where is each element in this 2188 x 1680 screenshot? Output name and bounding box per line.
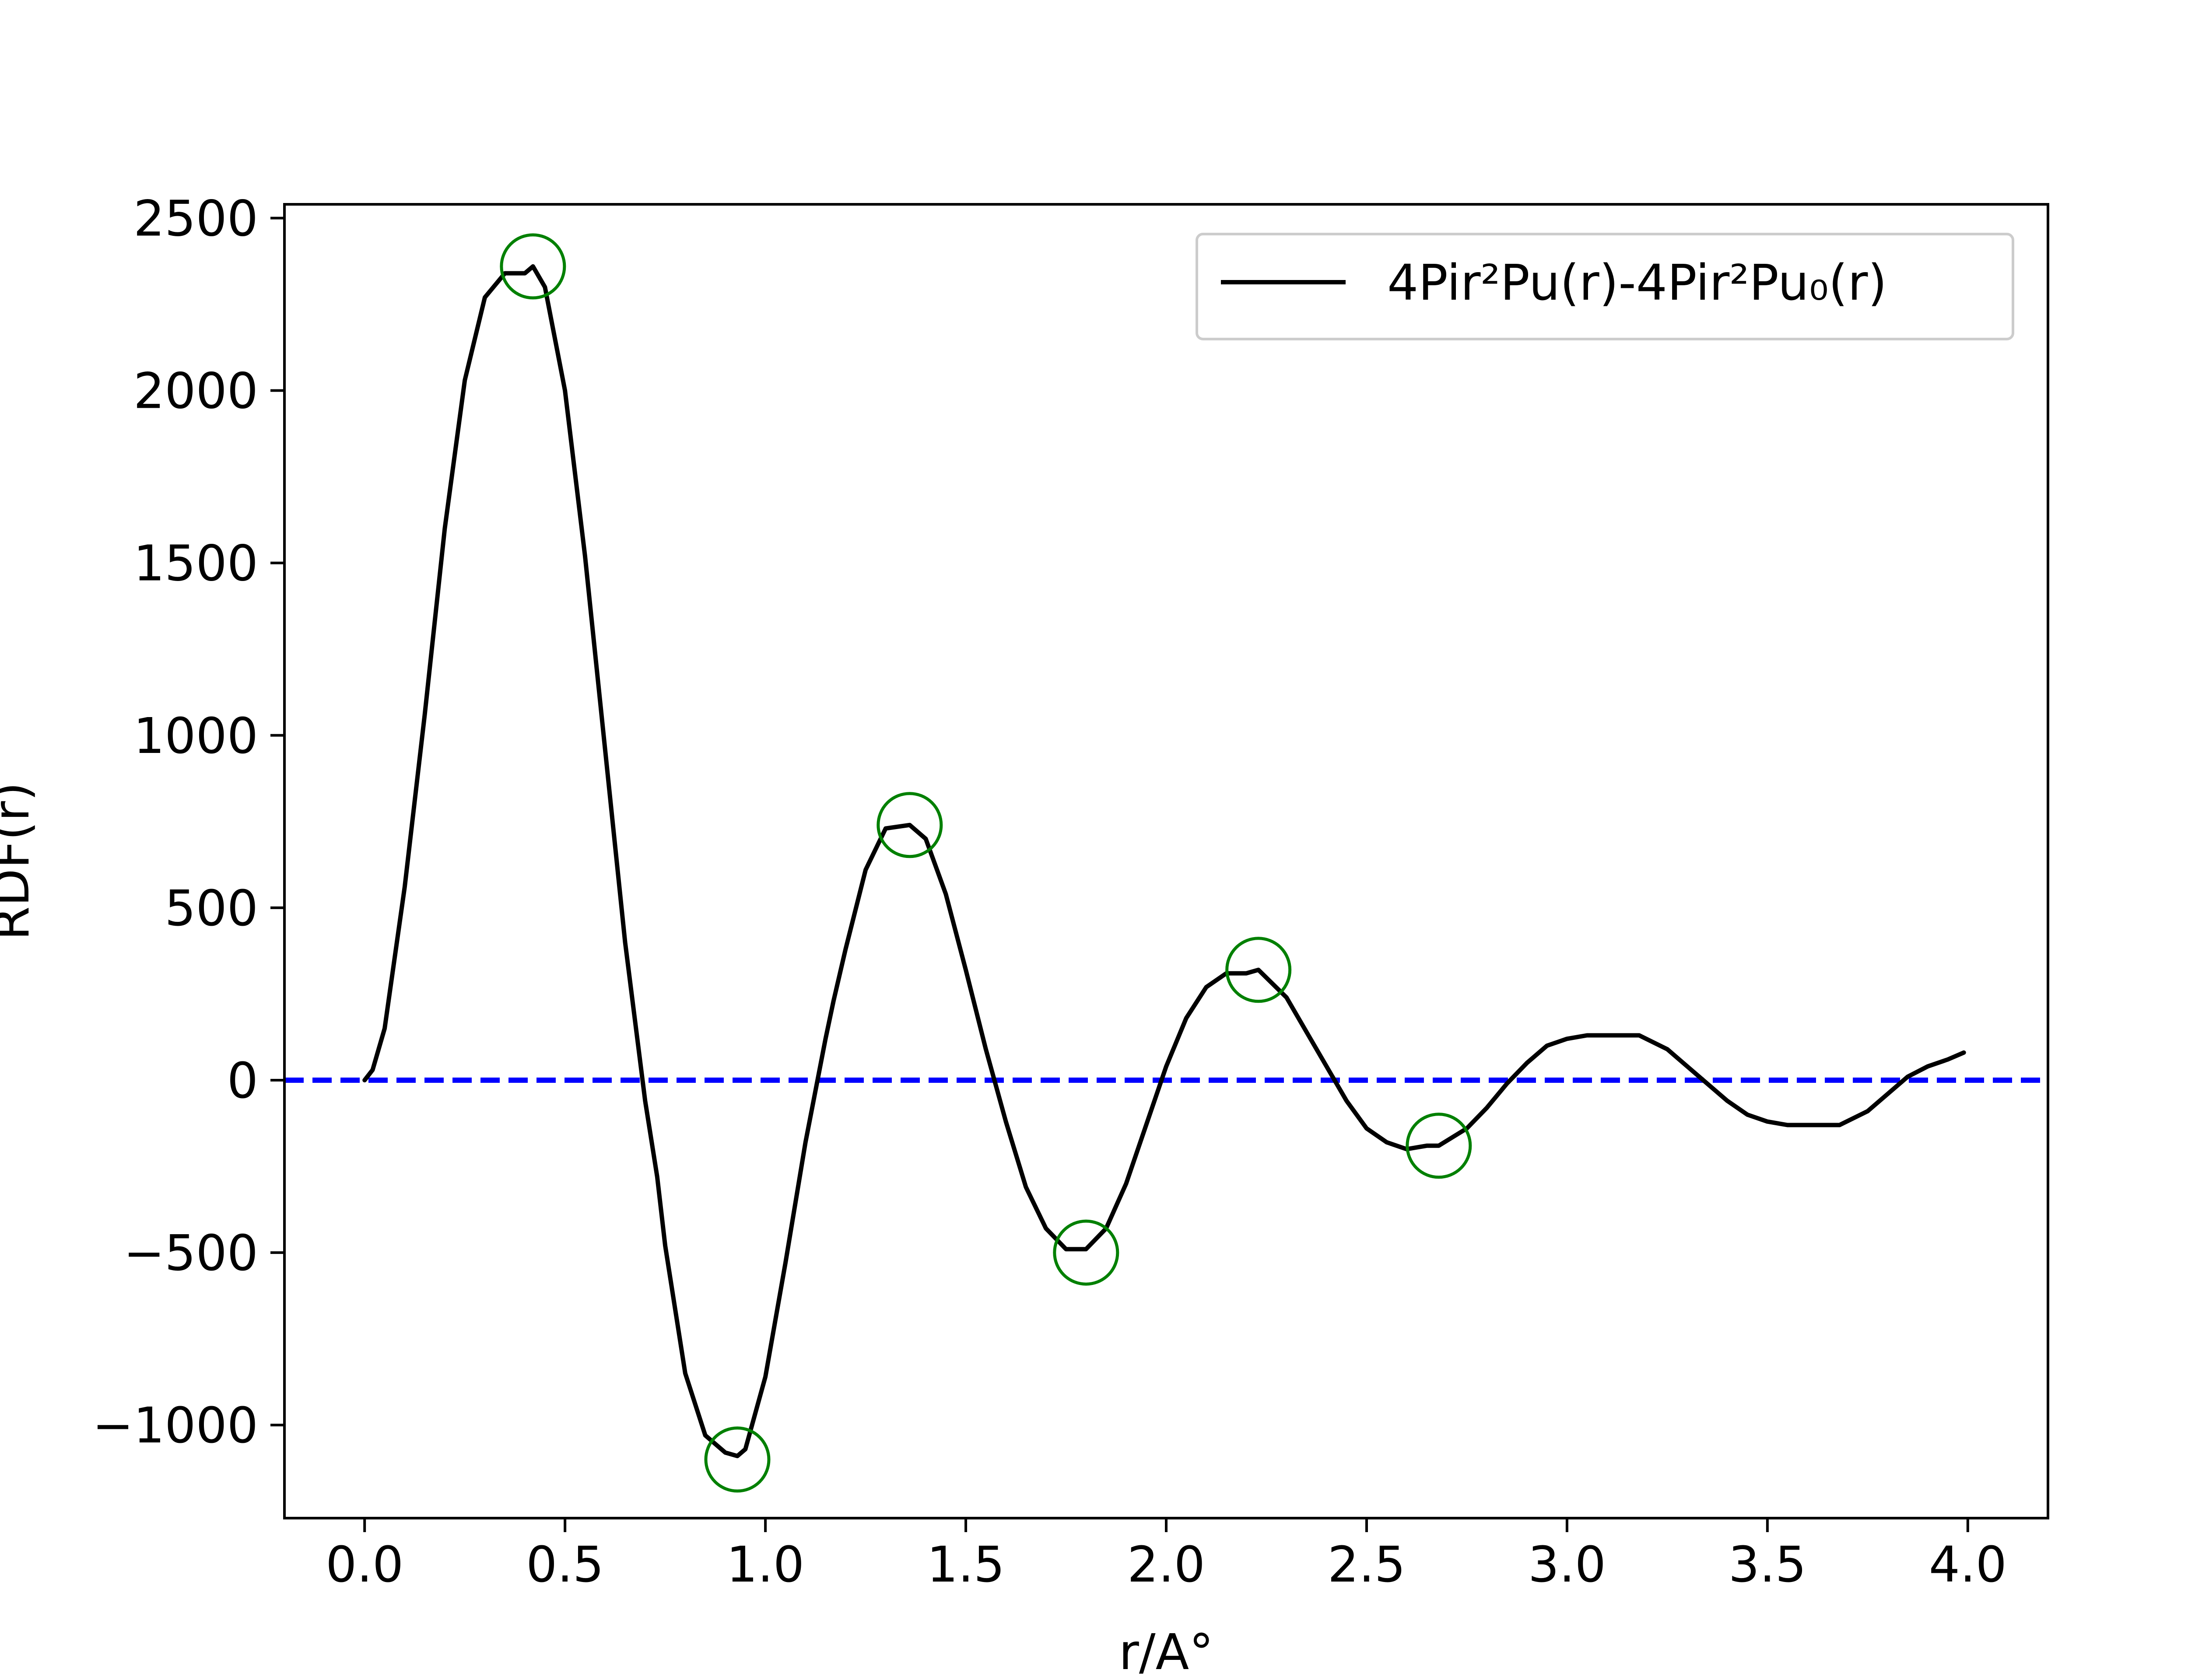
y-tick-label: 1000 (133, 708, 258, 765)
x-axis: 0.0 0.5 1.0 1.5 2.0 2.5 3.0 3.5 4.0 (326, 1518, 2007, 1593)
y-tick-label: 1500 (133, 536, 258, 592)
legend-box (1196, 233, 2014, 340)
series-line-0 (362, 264, 1966, 1459)
x-axis-label: r/A° (1119, 1624, 1213, 1680)
extremum-marker-0 (500, 233, 566, 300)
extremum-marker-5 (1406, 1113, 1472, 1179)
extremum-marker-3 (1053, 1219, 1119, 1286)
extremum-marker-1 (704, 1426, 771, 1493)
extremum-marker-4 (1225, 937, 1292, 1003)
x-tick-label: 1.0 (726, 1536, 804, 1593)
x-tick-label: 4.0 (1929, 1536, 2007, 1593)
legend-label: 4Pir²Pu(r)-4Pir²Pu₀(r) (1387, 255, 1887, 312)
y-tick-label: 2500 (133, 191, 258, 248)
x-tick-label: 3.0 (1528, 1536, 1606, 1593)
y-tick-label: 2000 (133, 363, 258, 420)
x-tick-label: 1.5 (927, 1536, 1005, 1593)
y-axis-label: RDF(r) (0, 782, 40, 941)
y-tick-label: 500 (165, 880, 258, 937)
y-tick-label: −500 (123, 1225, 258, 1282)
y-tick-label: 0 (227, 1053, 258, 1110)
y-tick-label: −1000 (92, 1397, 258, 1454)
extremum-marker-2 (877, 792, 943, 858)
plot-area (284, 233, 2048, 1493)
legend: 4Pir²Pu(r)-4Pir²Pu₀(r) (1196, 233, 2014, 340)
y-axis: −1000 −500 0 500 1000 1500 2000 2500 (92, 191, 284, 1454)
x-tick-label: 2.5 (1328, 1536, 1406, 1593)
x-tick-label: 0.5 (526, 1536, 604, 1593)
x-tick-label: 0.0 (326, 1536, 403, 1593)
x-tick-label: 2.0 (1127, 1536, 1205, 1593)
x-tick-label: 3.5 (1729, 1536, 1806, 1593)
